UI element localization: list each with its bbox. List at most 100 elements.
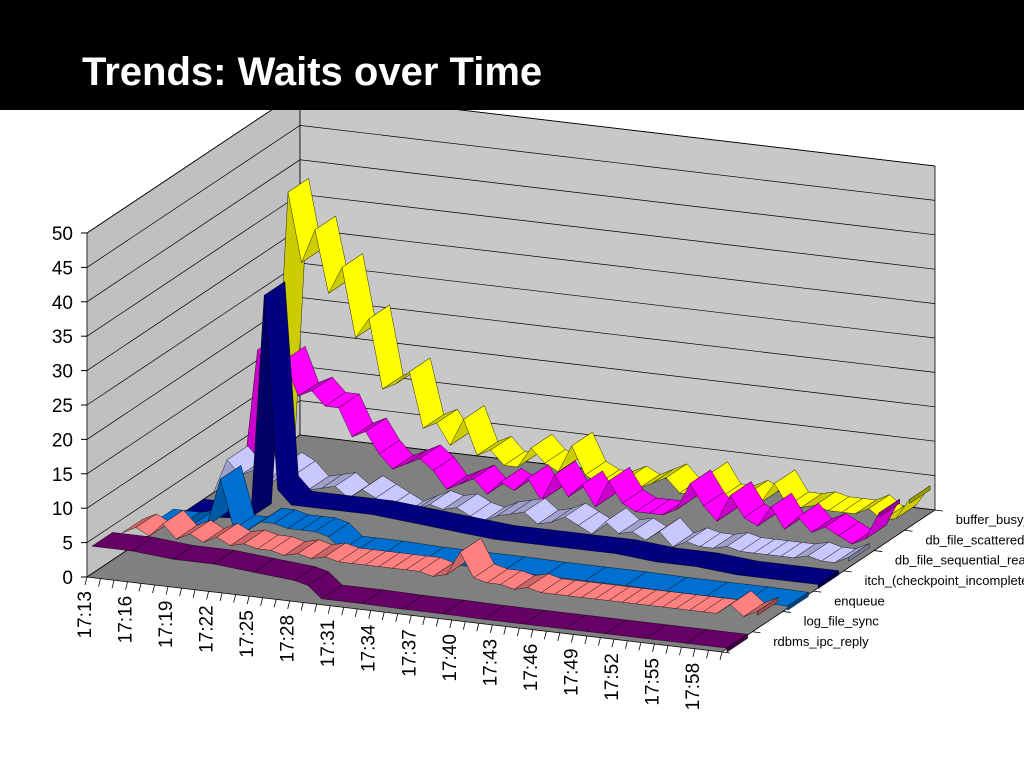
x-tick-mark — [152, 584, 155, 594]
ribbon-cap — [757, 597, 779, 616]
x-tick-mark — [679, 647, 682, 656]
x-tick-mark — [300, 602, 304, 611]
x-tick-mark — [219, 592, 223, 602]
gridline-y — [86, 110, 936, 234]
x-tick-mark — [98, 578, 101, 587]
x-tick-mark — [557, 632, 561, 641]
series-rdbms_ipc_reply — [91, 532, 749, 653]
depth-tick-mark — [782, 611, 791, 613]
x-tick-mark — [692, 648, 696, 657]
x-tick-mark — [111, 580, 115, 589]
x-tick-mark — [246, 596, 250, 605]
x-tick-mark — [665, 645, 669, 654]
x-tick-mark — [206, 591, 209, 600]
series-label: rdbms_ipc_reply — [773, 634, 869, 649]
y-tick-label: 20 — [52, 430, 73, 451]
x-tick-mark — [395, 613, 399, 622]
x-tick-mark — [125, 581, 128, 590]
x-tick-label: 17:28 — [278, 615, 299, 663]
x-tick-label: 17:40 — [440, 634, 461, 682]
depth-tick-mark — [934, 509, 944, 512]
y-tick-label: 35 — [52, 327, 73, 348]
slide-title: Trends: Waits over Time — [82, 50, 543, 94]
ribbon-cap — [787, 591, 809, 611]
y-tick-label: 40 — [52, 293, 73, 314]
y-tick-label: 5 — [62, 534, 73, 555]
x-tick-mark — [84, 576, 88, 586]
waits-3d-ribbon-chart: 0 5 10 15 20 25 30 35 40 45 50 17:13 17:16 17:19 17:2… — [52, 110, 1024, 710]
x-tick-mark — [314, 604, 318, 613]
y-tick-label: 25 — [52, 396, 73, 417]
x-tick-marks — [84, 576, 723, 661]
x-tick-mark — [179, 588, 182, 597]
x-tick-mark — [638, 642, 642, 651]
x-tick-label: 17:52 — [602, 653, 623, 701]
x-tick-mark — [381, 612, 385, 621]
gridline-y — [86, 159, 936, 303]
depth-tick-mark — [813, 590, 822, 593]
title-bar — [0, 0, 1024, 110]
x-tick-mark — [260, 597, 264, 606]
x-tick-label: 17:43 — [480, 639, 501, 687]
ribbon-cap — [818, 570, 839, 589]
ribbon-cap — [726, 633, 748, 653]
gridline-y — [86, 400, 936, 543]
x-tick-label: 17:19 — [156, 601, 177, 649]
depth-tick-mark — [752, 631, 761, 634]
x-tick-mark — [233, 594, 237, 603]
x-tick-mark — [192, 589, 196, 598]
ribbon-cap — [878, 498, 900, 518]
x-tick-mark — [354, 608, 358, 618]
x-tick-mark — [489, 624, 493, 633]
y-tick-label: 15 — [52, 465, 73, 486]
x-tick-mark — [287, 600, 291, 610]
x-tick-mark — [611, 639, 615, 648]
ribbon-cap — [909, 485, 931, 504]
y-tick-label: 45 — [52, 258, 73, 279]
series-itch_(checkpoint_incomplete)_ — [182, 281, 840, 589]
y-tick-label: 10 — [52, 499, 73, 520]
x-tick-mark — [530, 629, 534, 638]
series-label: itch_(checkpoint_incomplete)_ — [865, 573, 1024, 588]
x-tick-mark — [652, 643, 655, 653]
x-tick-mark — [462, 621, 466, 630]
x-tick-mark — [543, 631, 547, 640]
x-tick-mark — [273, 599, 277, 608]
x-tick-mark — [435, 618, 439, 627]
x-tick-mark — [570, 634, 574, 643]
y-tick-label: 0 — [62, 568, 73, 589]
x-tick-mark — [476, 623, 480, 632]
x-tick-mark — [422, 616, 426, 625]
x-tick-mark — [625, 640, 628, 649]
series-label: enqueue — [834, 593, 885, 608]
x-tick-label: 17:13 — [75, 591, 96, 639]
series-labels: buffer_busy_waits db_file_scattered_read_… — [721, 509, 1024, 654]
x-tick-mark — [408, 615, 412, 624]
x-tick-mark — [341, 607, 345, 616]
x-tick-mark — [503, 626, 507, 635]
series-label: log_file_sync — [804, 614, 880, 629]
series-log_file_sync — [122, 509, 779, 617]
x-tick-label: 17:22 — [197, 605, 218, 653]
x-tick-mark — [449, 619, 453, 629]
x-tick-mark — [516, 627, 520, 637]
x-tick-label: 17:37 — [399, 629, 420, 677]
x-tick-label: 17:16 — [116, 596, 137, 644]
series-label: db_file_sequential_read — [895, 553, 1024, 568]
x-tick-mark — [327, 605, 331, 614]
x-tick-mark — [584, 635, 588, 645]
x-tick-mark — [706, 650, 709, 659]
x-tick-mark — [368, 610, 372, 619]
y-tick-labels: 0 5 10 15 20 25 30 35 40 45 50 — [52, 224, 73, 589]
gridline-y — [86, 125, 936, 268]
y-tick-label: 30 — [52, 362, 73, 383]
x-tick-mark — [165, 586, 169, 595]
x-tick-labels: 17:13 17:16 17:19 17:22 17:25 17:28 17:31 17:34… — [75, 591, 704, 710]
depth-tick-mark — [721, 651, 731, 654]
x-tick-label: 17:55 — [642, 658, 663, 706]
x-tick-mark — [719, 651, 723, 661]
x-tick-label: 17:31 — [318, 620, 339, 668]
series-label: db_file_scattered_read_ — [925, 532, 1024, 547]
x-tick-label: 17:58 — [683, 663, 704, 711]
series-label: buffer_busy_waits — [956, 512, 1024, 527]
